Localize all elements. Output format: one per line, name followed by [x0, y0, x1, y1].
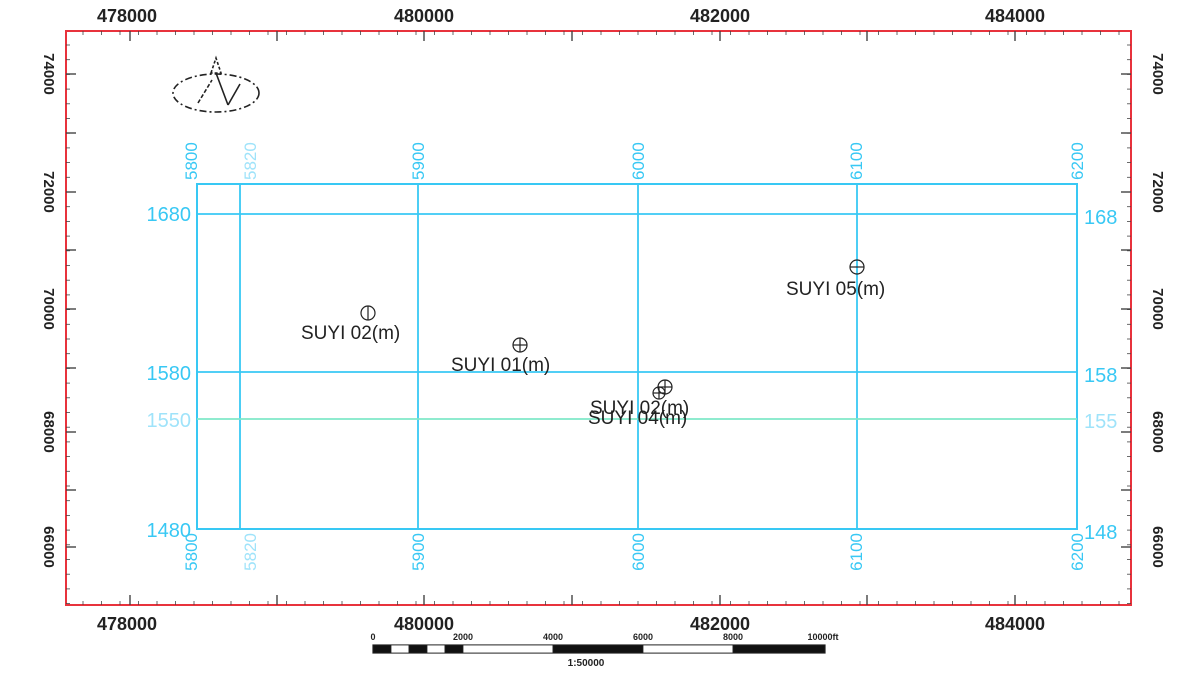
scale-segment: [426, 644, 446, 654]
inline-label-right-1550: 155: [1084, 411, 1117, 433]
y-tick-right-68000: 68000: [1149, 411, 1166, 453]
x-tick-bottom-482000: 482000: [690, 614, 750, 634]
x-tick-top-482000: 482000: [690, 6, 750, 26]
crossline-label-top-5820: 5820: [241, 142, 260, 180]
x-tick-top-484000: 484000: [985, 6, 1045, 26]
crossline-label-top-6200: 6200: [1068, 142, 1087, 180]
y-tick-right-66000: 66000: [1149, 526, 1166, 568]
crossline-label-bottom-6100: 6100: [847, 533, 866, 571]
scale-ratio: 1:50000: [568, 658, 605, 669]
scale-segment: [732, 644, 826, 654]
x-tick-bottom-478000: 478000: [97, 614, 157, 634]
scale-segment: [642, 644, 734, 654]
y-tick-right-72000: 72000: [1149, 171, 1166, 213]
scale-segment: [372, 644, 392, 654]
crossline-label-top-6000: 6000: [629, 142, 648, 180]
crossline-label-bottom-6000: 6000: [629, 533, 648, 571]
well-symbol-suyi-01: [512, 337, 528, 353]
inline-label-left-1550: 1550: [147, 410, 192, 432]
crossline-label-top-5900: 5900: [409, 142, 428, 180]
well-label-suyi-02-upper: SUYI 02(m): [301, 323, 400, 344]
well-symbol-suyi-02-upper: [360, 305, 376, 321]
x-tick-top-478000: 478000: [97, 6, 157, 26]
x-tick-top-480000: 480000: [394, 6, 454, 26]
scale-segment: [444, 644, 464, 654]
y-tick-left-70000: 70000: [40, 288, 57, 330]
crossline-label-top-5800: 5800: [182, 142, 201, 180]
crossline-label-bottom-5820: 5820: [241, 533, 260, 571]
scale-segment: [408, 644, 428, 654]
y-tick-right-70000: 70000: [1149, 288, 1166, 330]
inline-label-left-1580: 1580: [147, 363, 192, 385]
well-symbol-suyi-05: [849, 259, 865, 275]
scale-tick-6000: 6000: [633, 632, 653, 642]
well-label-suyi-04: SUYI 04(m): [588, 408, 687, 429]
frame-ticks: [66, 31, 1131, 605]
inline-label-left-1480: 1480: [147, 520, 192, 542]
scale-bar-segments: [372, 644, 826, 654]
y-tick-left-74000: 74000: [40, 53, 57, 95]
crossline-label-bottom-5800: 5800: [182, 533, 201, 571]
x-tick-bottom-480000: 480000: [394, 614, 454, 634]
crossline-label-bottom-6200: 6200: [1068, 533, 1087, 571]
y-tick-right-74000: 74000: [1149, 53, 1166, 95]
map-frame: [65, 30, 1132, 606]
well-label-suyi-02-lower: SUYI 02(m): [590, 398, 689, 419]
survey-outline: [196, 183, 1078, 530]
scale-tick-10000ft: 10000ft: [807, 632, 838, 642]
scale-segment: [462, 644, 554, 654]
well-label-suyi-01: SUYI 01(m): [451, 355, 550, 376]
x-tick-bottom-484000: 484000: [985, 614, 1045, 634]
inline-label-right-1480: 148: [1084, 522, 1117, 544]
crossline-label-bottom-5900: 5900: [409, 533, 428, 571]
scale-tick-8000: 8000: [723, 632, 743, 642]
scale-segment: [552, 644, 644, 654]
crossline-label-top-6100: 6100: [847, 142, 866, 180]
well-symbol-suyi-04: [652, 386, 666, 400]
scale-bar: 0 2000 4000 6000 8000 10000ft 1:50000: [370, 632, 838, 669]
scale-tick-2000: 2000: [453, 632, 473, 642]
y-tick-left-72000: 72000: [40, 171, 57, 213]
scale-segment: [390, 644, 410, 654]
inline-label-right-1680: 168: [1084, 207, 1117, 229]
scale-tick-0: 0: [370, 632, 375, 642]
inline-label-left-1680: 1680: [147, 204, 192, 226]
inline-label-right-1580: 158: [1084, 365, 1117, 387]
north-arrow-icon: [172, 55, 260, 113]
y-tick-left-66000: 66000: [40, 526, 57, 568]
well-label-suyi-05: SUYI 05(m): [786, 279, 885, 300]
y-tick-left-68000: 68000: [40, 411, 57, 453]
scale-tick-4000: 4000: [543, 632, 563, 642]
